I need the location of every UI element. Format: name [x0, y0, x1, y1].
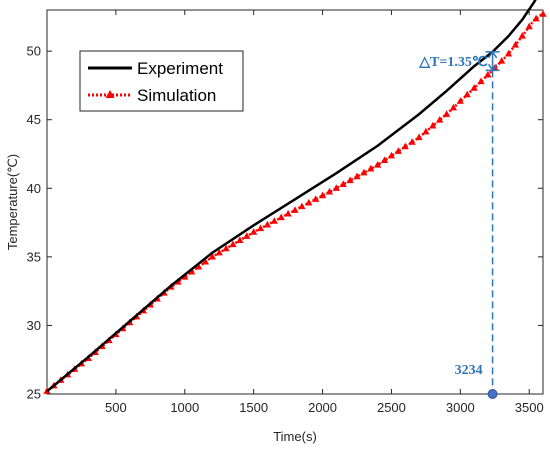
legend: Experiment Simulation — [79, 50, 244, 112]
simulation-point — [188, 267, 196, 275]
delta-label: △T=1.35℃ — [418, 55, 488, 70]
x-tick-label: 500 — [105, 400, 127, 415]
annotation-layer: △T=1.35℃ 3234 — [418, 50, 500, 399]
y-tick-label: 50 — [27, 44, 41, 59]
simulation-point — [380, 156, 389, 163]
simulation-point — [270, 217, 278, 224]
simulation-point — [236, 236, 244, 243]
simulation-point — [353, 172, 361, 180]
simulation-point — [456, 97, 464, 104]
simulation-point — [484, 70, 492, 78]
simulation-point — [284, 209, 292, 217]
simulation-point — [325, 187, 334, 195]
y-tick-label: 25 — [27, 387, 41, 402]
legend-experiment-label: Experiment — [137, 59, 223, 78]
y-tick-label: 40 — [27, 181, 41, 196]
simulation-point — [429, 121, 437, 129]
x-tick-label: 2000 — [308, 400, 337, 415]
y-tick-label: 30 — [27, 318, 41, 333]
delta-arrow-up — [487, 50, 498, 59]
simulation-point — [360, 168, 368, 176]
simulation-point — [215, 248, 223, 256]
x-tick-label: 1000 — [170, 400, 199, 415]
simulation-point — [263, 220, 272, 228]
simulation-point — [346, 176, 354, 184]
series-layer — [43, 0, 547, 394]
simulation-point — [201, 257, 210, 265]
simulation-point — [442, 110, 451, 117]
x-tick-label: 3000 — [446, 400, 475, 415]
simulation-point — [518, 32, 526, 39]
simulation-point — [208, 252, 216, 260]
simulation-point — [243, 232, 251, 239]
simulation-point — [415, 133, 423, 141]
legend-simulation-label: Simulation — [137, 86, 216, 105]
simulation-point — [449, 103, 458, 111]
delta-arrow-down — [487, 63, 498, 72]
simulation-point — [305, 198, 313, 206]
simulation-point — [498, 56, 506, 64]
x-tick-label: 3500 — [515, 400, 544, 415]
simulation-point — [291, 206, 299, 213]
marker-dot — [487, 389, 498, 399]
series-experiment-line — [46, 0, 537, 393]
simulation-point — [511, 40, 520, 48]
simulation-point — [436, 116, 444, 123]
simulation-point — [229, 240, 237, 248]
marker-x-label: 3234 — [455, 363, 483, 378]
simulation-point — [525, 22, 533, 30]
simulation-point — [374, 160, 382, 168]
simulation-point — [277, 213, 285, 221]
simulation-point — [470, 84, 478, 91]
legend-box — [79, 50, 244, 112]
simulation-point — [477, 77, 485, 85]
y-axis-label: Temperature(℃) — [5, 154, 20, 250]
simulation-point — [401, 142, 409, 150]
simulation-point — [339, 180, 347, 187]
simulation-point — [250, 228, 258, 235]
simulation-point — [312, 195, 320, 202]
simulation-point — [222, 244, 230, 252]
simulation-point — [256, 224, 265, 232]
simulation-point — [408, 138, 416, 145]
simulation-point — [318, 191, 327, 199]
simulation-point — [332, 184, 340, 191]
simulation-point — [504, 49, 513, 57]
tick-layer: 500 1000 1500 2000 2500 3000 3500 25 30 35 40 45 50 — [27, 10, 544, 415]
y-tick-label: 35 — [27, 249, 41, 264]
simulation-point — [367, 164, 375, 172]
simulation-point — [194, 262, 203, 270]
simulation-point — [539, 10, 547, 17]
simulation-point — [422, 127, 430, 135]
legend-simulation-marker — [105, 90, 115, 98]
simulation-point — [394, 147, 402, 154]
y-tick-label: 45 — [27, 112, 41, 127]
simulation-point — [463, 90, 471, 98]
x-axis-label: Time(s) — [273, 429, 317, 444]
x-tick-label: 2500 — [377, 400, 406, 415]
x-tick-label: 1500 — [239, 400, 268, 415]
simulation-point — [532, 14, 540, 22]
simulation-point — [298, 202, 306, 210]
simulation-point — [387, 151, 396, 159]
